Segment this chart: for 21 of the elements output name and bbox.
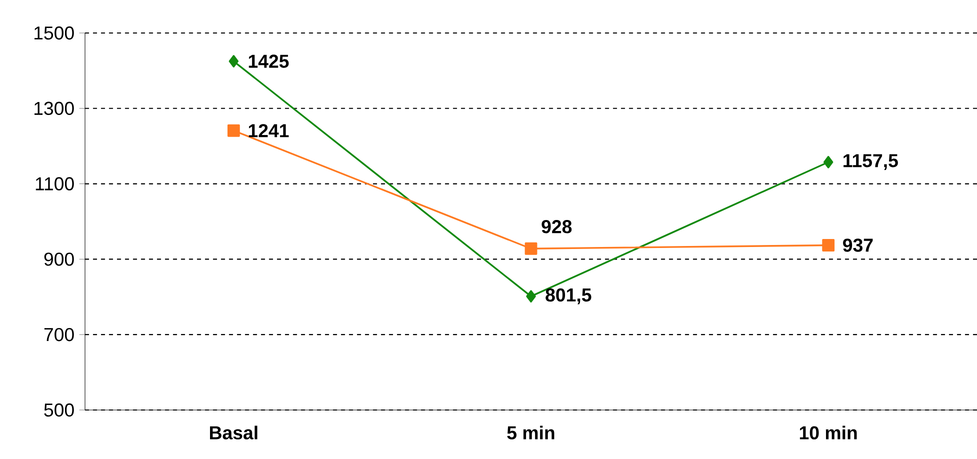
point xyxy=(822,239,835,252)
x-tick-label: 10 min xyxy=(800,426,857,440)
data-label: 1157,5 xyxy=(844,154,898,170)
point xyxy=(526,290,536,303)
x-tick-label: 5 min xyxy=(507,426,554,440)
data-label: 928 xyxy=(542,220,572,234)
y-tick-label: 1300 xyxy=(34,102,74,116)
point xyxy=(227,124,240,137)
x-tick-label: Basal xyxy=(210,426,258,440)
point xyxy=(823,156,834,168)
data-label: 801,5 xyxy=(546,288,592,304)
y-tick-label: 1500 xyxy=(34,26,74,40)
y-tick-label: 1100 xyxy=(36,177,74,190)
point xyxy=(524,242,538,255)
y-tick-label: 700 xyxy=(44,328,74,342)
y-tick-label: 900 xyxy=(44,252,74,266)
point xyxy=(228,55,239,68)
data-label: 937 xyxy=(843,238,873,252)
data-label: 1425 xyxy=(248,54,289,68)
data-label: 1241 xyxy=(248,124,289,138)
y-tick-label: 500 xyxy=(44,403,74,417)
